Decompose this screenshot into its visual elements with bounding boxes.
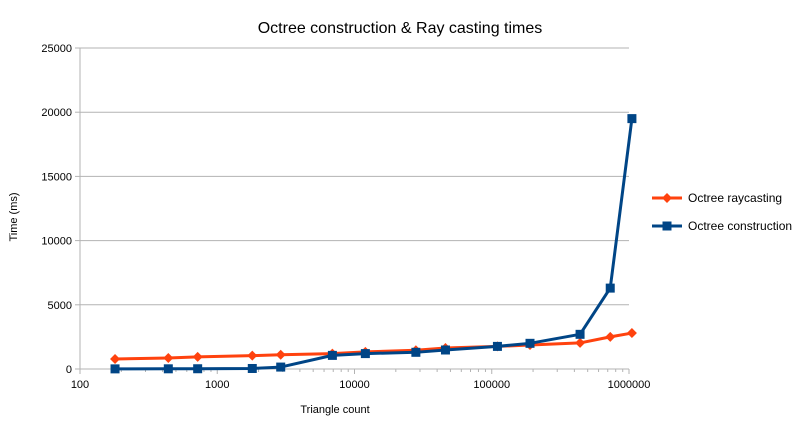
series-line [115,118,634,371]
y-tick-label: 10000 [41,236,72,248]
x-tick-label: 10000 [339,379,370,391]
x-tick-label: 1000000 [608,379,651,391]
y-tick-label: 0 [66,364,72,376]
data-point [110,364,120,374]
legend-swatch-marker [662,193,672,203]
data-point [327,350,337,360]
y-tick-labels: 0 5000 10000 15000 20000 25000 [41,43,72,376]
x-tick-label: 100 [71,379,89,391]
y-axis-label: Time (ms) [8,192,20,241]
series-group [110,114,637,374]
axes [75,47,630,374]
x-tick-label: 1000 [205,379,229,391]
series-octree-raycasting [110,328,637,364]
data-point [110,353,121,364]
x-tick-label: 100000 [473,379,510,391]
data-point [275,349,286,360]
data-point [276,362,286,372]
data-point [525,338,535,348]
legend: Octree raycasting Octree construction [652,191,792,233]
data-point [163,352,174,363]
data-point [411,347,421,357]
data-point [575,337,586,348]
data-point [247,350,258,361]
series-octree-construction [110,114,637,374]
data-point [626,328,637,339]
data-point [247,363,257,373]
x-tick-labels: 100 1000 10000 100000 1000000 [71,379,651,391]
legend-swatch-marker [662,221,672,231]
y-tick-label: 20000 [41,107,72,119]
data-point [440,345,450,355]
data-point [192,351,203,362]
data-point [605,283,615,293]
y-tick-label: 5000 [48,300,72,312]
grid [80,47,629,370]
legend-label: Octree raycasting [688,191,782,205]
data-point [163,364,173,374]
data-point [360,349,370,359]
legend-label: Octree construction [688,219,792,233]
series-line [115,331,633,361]
y-tick-label: 25000 [41,43,72,55]
data-point [575,329,585,339]
data-point [193,364,203,374]
data-point [492,341,502,351]
x-axis-label: Triangle count [300,404,369,416]
data-point [605,331,616,342]
chart-title: Octree construction & Ray casting times [258,20,543,37]
y-tick-label: 15000 [41,171,72,183]
data-point [627,114,637,124]
